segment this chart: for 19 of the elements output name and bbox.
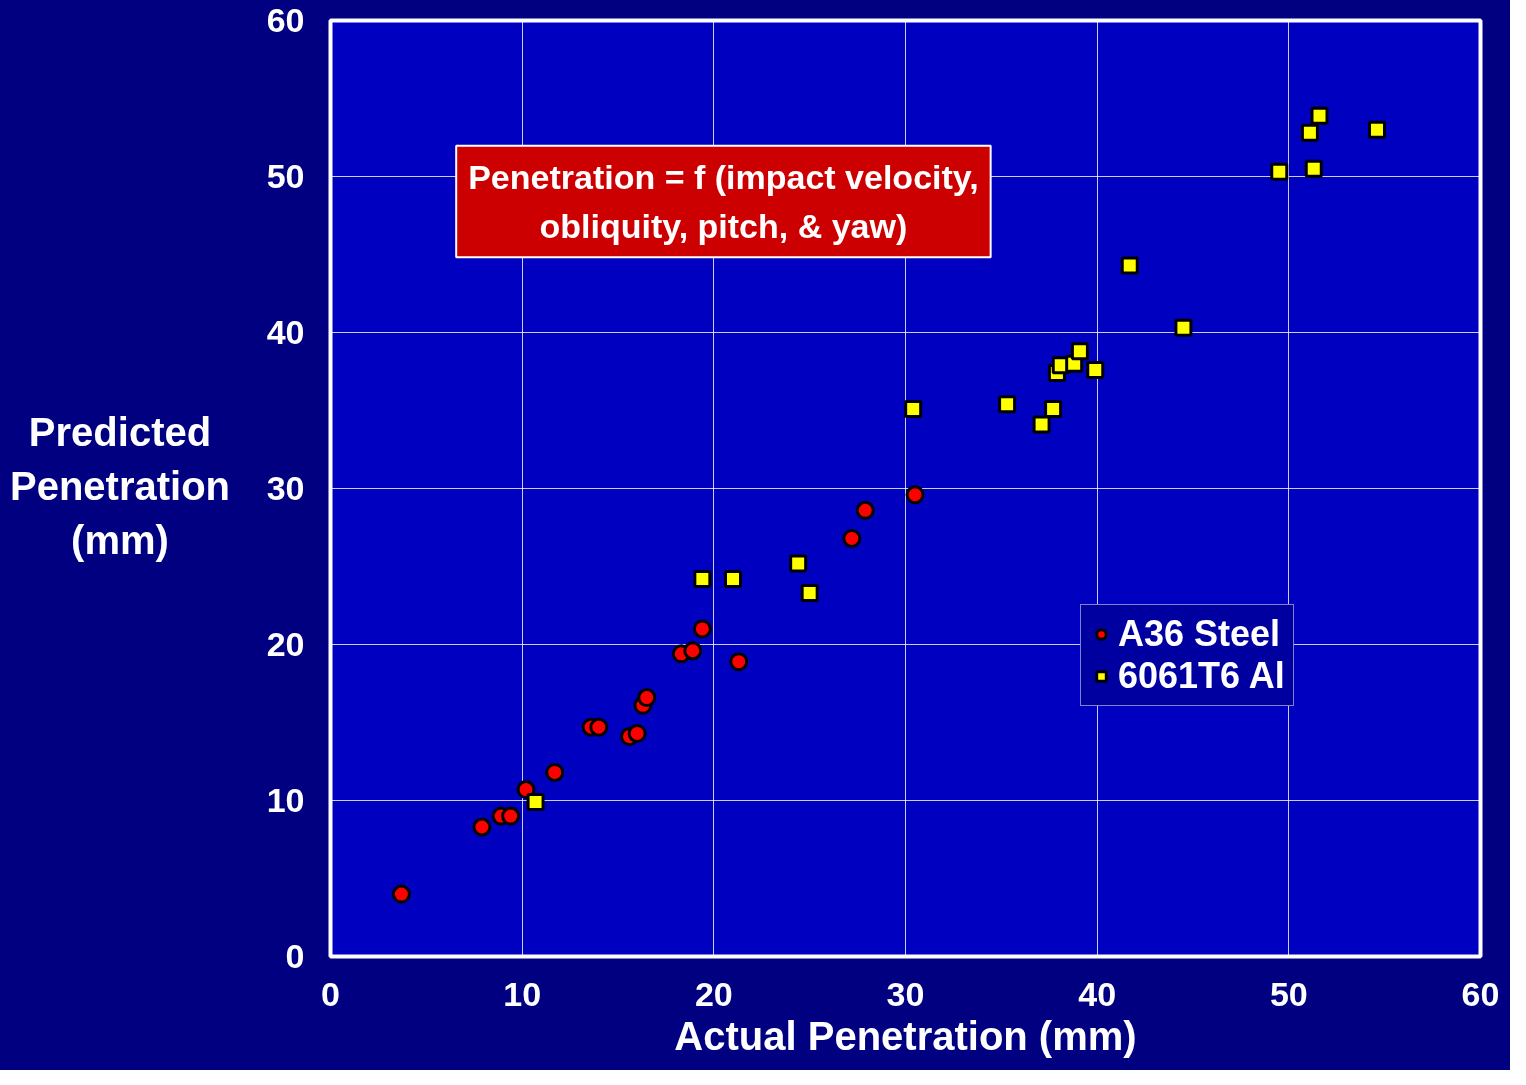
y-axis-title: Predicted Penetration (mm): [9, 409, 231, 564]
x-tick-label: 50: [1269, 974, 1308, 1013]
legend-label: 6061T6 Al: [1118, 655, 1285, 697]
y-tick-label: 20: [266, 625, 305, 663]
x-tick-label: 60: [1461, 974, 1500, 1013]
x-tick-label: 40: [1078, 974, 1117, 1013]
x-axis-title: Actual Penetration (mm): [674, 1013, 1137, 1058]
legend-label: A36 Steel: [1118, 613, 1281, 655]
y-tick-label: 50: [266, 157, 305, 195]
y-tick-label: 60: [266, 1, 305, 39]
x-tick-label: 20: [694, 974, 733, 1013]
x-tick-label: 10: [503, 974, 542, 1013]
y-tick-label: 0: [285, 937, 305, 975]
y-tick-label: 40: [266, 313, 305, 351]
x-tick-label: 0: [321, 974, 340, 1013]
annotation: Penetration = f (impact velocity, obliquity, pitch, & yaw): [468, 157, 979, 246]
y-tick-label: 30: [266, 469, 305, 507]
x-tick-label: 30: [886, 974, 925, 1013]
y-tick-label: 10: [266, 781, 305, 819]
